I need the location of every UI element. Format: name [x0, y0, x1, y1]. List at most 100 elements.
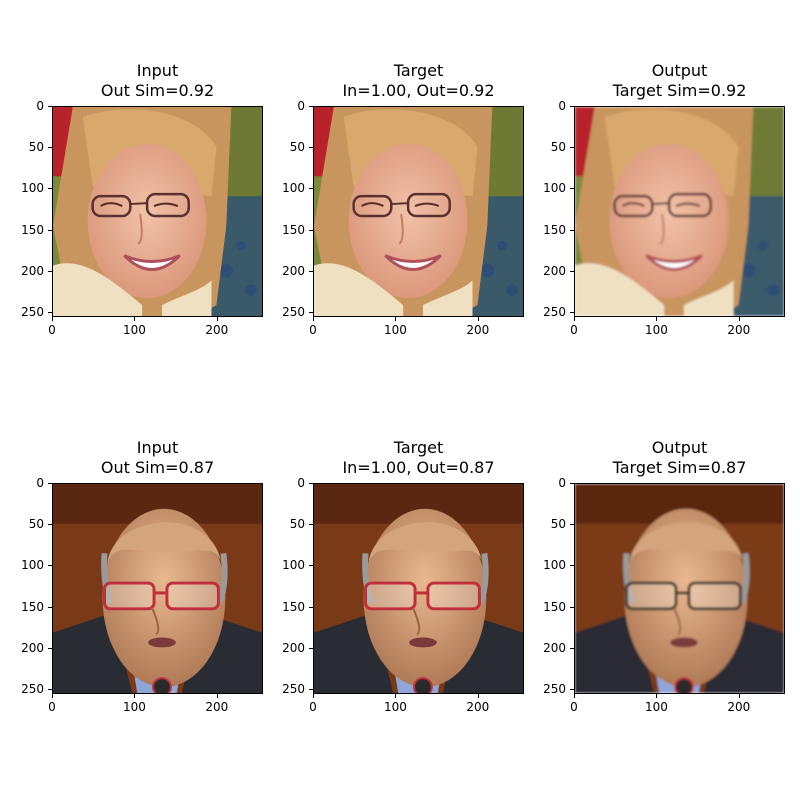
y-tick-mark [309, 106, 313, 107]
x-tick-label: 100 [644, 700, 668, 714]
y-tick-mark [570, 483, 574, 484]
y-tick-label: 200 [282, 263, 305, 278]
panel-title-line1: Target [393, 438, 444, 457]
panel-title-line2: Target Sim=0.87 [612, 458, 747, 477]
y-tick-mark [48, 606, 52, 608]
panel-title-line2: Target Sim=0.92 [612, 81, 747, 100]
y-tick-label: 150 [543, 222, 566, 237]
y-tick-label: 50 [550, 140, 566, 155]
face-image [313, 483, 524, 694]
image-panel [574, 483, 785, 694]
y-tick-label: 50 [28, 517, 44, 532]
x-tick-mark [134, 694, 136, 698]
y-tick-mark [309, 524, 313, 526]
y-tick-label: 50 [28, 140, 44, 155]
y-tick-mark [48, 147, 52, 149]
y-tick-label: 150 [21, 599, 44, 614]
panel-title-line1: Output [651, 438, 708, 457]
y-tick-label: 250 [21, 682, 44, 697]
image-panel [574, 106, 785, 317]
panel-title-line2: In=1.00, Out=0.92 [342, 81, 495, 100]
panel-title: Output Target Sim=0.92 [534, 61, 800, 101]
panel-title-line2: Out Sim=0.87 [100, 458, 215, 477]
panel-title: Input Out Sim=0.87 [12, 438, 303, 478]
x-tick-mark [574, 694, 575, 698]
y-tick-label: 150 [282, 599, 305, 614]
y-tick-label: 250 [282, 682, 305, 697]
panel-title-line1: Target [393, 61, 444, 80]
y-tick-label: 50 [550, 517, 566, 532]
y-tick-label: 0 [297, 476, 305, 490]
y-tick-mark [48, 565, 52, 567]
y-tick-label: 50 [289, 140, 305, 155]
x-tick-label: 0 [309, 323, 317, 337]
y-tick-mark [309, 647, 313, 649]
panel-title-line1: Input [136, 438, 179, 457]
x-tick-label: 200 [466, 323, 490, 337]
y-tick-mark [309, 312, 313, 314]
x-tick-label: 0 [570, 323, 578, 337]
y-tick-mark [570, 312, 574, 314]
y-tick-label: 150 [21, 222, 44, 237]
x-tick-mark [738, 694, 740, 698]
y-tick-mark [570, 229, 574, 231]
face-image [313, 106, 524, 317]
x-tick-label: 100 [383, 323, 407, 337]
y-tick-mark [309, 147, 313, 149]
x-tick-label: 0 [309, 700, 317, 714]
image-panel [313, 483, 524, 694]
x-tick-label: 100 [122, 323, 146, 337]
panel-title: Target In=1.00, Out=0.92 [273, 61, 564, 101]
x-tick-mark [477, 694, 479, 698]
x-tick-mark [395, 694, 397, 698]
x-tick-label: 100 [122, 700, 146, 714]
y-tick-label: 100 [543, 181, 566, 196]
panel-title: Target In=1.00, Out=0.87 [273, 438, 564, 478]
y-tick-mark [570, 647, 574, 649]
y-tick-label: 200 [543, 263, 566, 278]
x-tick-label: 200 [205, 700, 229, 714]
x-tick-mark [313, 317, 314, 321]
y-tick-mark [570, 270, 574, 272]
y-tick-label: 0 [297, 99, 305, 113]
y-tick-mark [48, 188, 52, 190]
y-tick-mark [570, 147, 574, 149]
y-tick-mark [48, 647, 52, 649]
y-tick-label: 150 [282, 222, 305, 237]
x-tick-mark [395, 317, 397, 321]
y-tick-mark [48, 229, 52, 231]
x-tick-mark [313, 694, 314, 698]
x-tick-mark [574, 317, 575, 321]
y-tick-mark [309, 689, 313, 691]
y-tick-mark [570, 565, 574, 567]
x-tick-mark [656, 694, 658, 698]
y-tick-label: 250 [543, 305, 566, 320]
x-tick-label: 200 [727, 700, 751, 714]
x-tick-label: 0 [48, 323, 56, 337]
y-tick-mark [570, 106, 574, 107]
y-tick-label: 200 [21, 263, 44, 278]
panel-title-line1: Output [651, 61, 708, 80]
panel-title-line2: In=1.00, Out=0.87 [342, 458, 495, 477]
y-tick-mark [570, 606, 574, 608]
y-tick-mark [48, 524, 52, 526]
y-tick-label: 150 [543, 599, 566, 614]
y-tick-label: 100 [21, 181, 44, 196]
y-tick-mark [309, 270, 313, 272]
y-tick-mark [570, 524, 574, 526]
x-tick-mark [134, 317, 136, 321]
x-tick-label: 200 [205, 323, 229, 337]
face-image [574, 106, 785, 317]
y-tick-mark [309, 229, 313, 231]
panel-title: Output Target Sim=0.87 [534, 438, 800, 478]
y-tick-mark [570, 188, 574, 190]
y-tick-mark [309, 483, 313, 484]
y-tick-mark [48, 312, 52, 314]
face-image [52, 483, 263, 694]
x-tick-mark [738, 317, 740, 321]
y-tick-label: 100 [543, 558, 566, 573]
y-tick-label: 100 [282, 181, 305, 196]
x-tick-mark [52, 694, 53, 698]
x-tick-mark [477, 317, 479, 321]
y-tick-label: 0 [36, 99, 44, 113]
